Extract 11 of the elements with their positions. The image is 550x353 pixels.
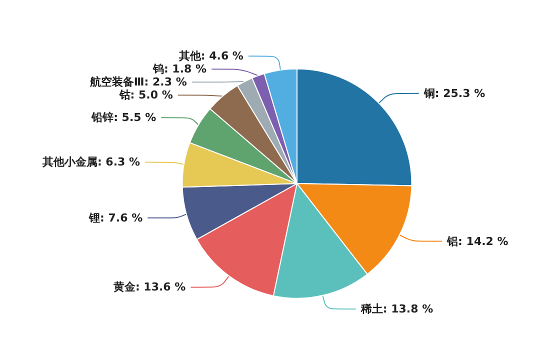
slice-label: 黄金: 13.6 %	[112, 280, 186, 294]
slice-label: 铝: 14.2 %	[446, 234, 508, 248]
slice-label: 航空装备Ⅲ: 2.3 %	[88, 76, 187, 89]
slice-label: 铜: 25.3 %	[422, 86, 486, 100]
slice-label: 钴: 5.0 %	[118, 88, 173, 102]
slice-label: 稀土: 13.8 %	[360, 302, 434, 316]
slice-label: 其他小金属: 6.3 %	[41, 156, 140, 169]
slice-label: 锂: 7.6 %	[88, 211, 143, 224]
slice-label: 其他: 4.6 %	[178, 50, 244, 63]
slice-label: 钨: 1.8 %	[152, 62, 207, 76]
slice-label: 铅锌: 5.5 %	[90, 111, 156, 124]
